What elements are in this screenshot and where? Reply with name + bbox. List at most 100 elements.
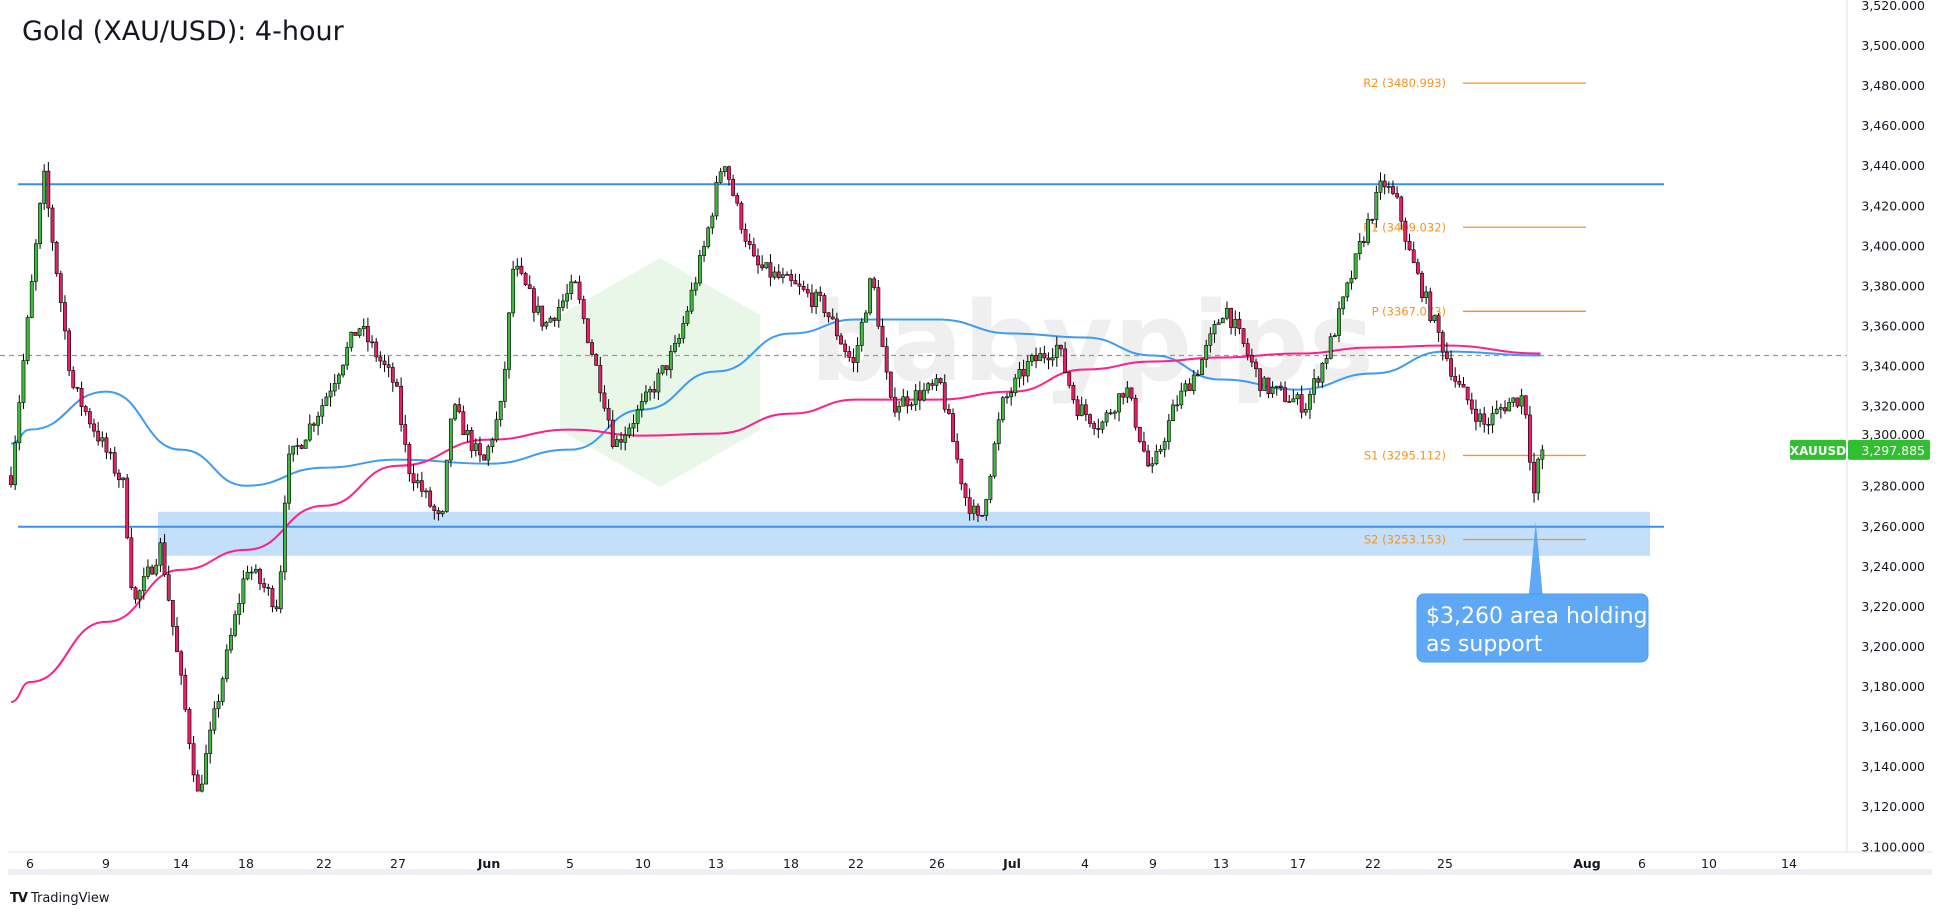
- bearish-candle-body: [880, 325, 885, 347]
- candle: [967, 488, 972, 521]
- bearish-candle-body: [1474, 408, 1478, 422]
- candle: [1216, 319, 1221, 325]
- candle: [839, 332, 843, 345]
- candle: [1515, 397, 1520, 408]
- bullish-candle-body: [448, 418, 453, 461]
- bullish-candle-body: [204, 753, 208, 785]
- candle: [706, 226, 711, 249]
- bullish-candle-body: [13, 442, 18, 486]
- bearish-candle-body: [469, 429, 474, 451]
- candle: [63, 295, 67, 340]
- bearish-candle-body: [46, 170, 51, 209]
- candle: [743, 223, 748, 248]
- candle: [241, 570, 246, 613]
- candle: [598, 356, 603, 402]
- candle: [1283, 381, 1287, 403]
- bullish-candle-body: [677, 337, 682, 344]
- candle: [1079, 396, 1084, 417]
- candle: [104, 432, 109, 460]
- bearish-candle-body: [1370, 219, 1375, 221]
- x-tick-label: 27: [390, 856, 406, 871]
- bullish-candle-body: [1113, 411, 1117, 414]
- candle: [295, 438, 300, 456]
- bearish-candle-body: [382, 360, 387, 365]
- candle: [884, 337, 889, 380]
- bullish-candle-body: [357, 328, 362, 336]
- bearish-candle-body: [436, 510, 441, 515]
- bearish-candle-body: [976, 505, 980, 516]
- bullish-candle-body: [1349, 278, 1354, 284]
- y-tick-label: 3,380.000: [1861, 278, 1925, 293]
- bearish-candle-body: [1407, 240, 1412, 251]
- bearish-candle-body: [1133, 397, 1138, 428]
- bullish-candle-body: [1100, 421, 1105, 430]
- bearish-candle-body: [191, 743, 196, 776]
- bullish-candle-body: [992, 443, 997, 477]
- candle: [639, 393, 644, 418]
- candle: [1453, 367, 1458, 388]
- bearish-candle-body: [1034, 355, 1038, 362]
- bearish-candle-body: [1258, 368, 1263, 391]
- candle: [9, 466, 13, 488]
- candle: [299, 444, 304, 450]
- bearish-candle-body: [805, 289, 810, 294]
- bearish-candle-body: [187, 709, 192, 745]
- candle: [905, 390, 910, 414]
- candle: [399, 377, 404, 432]
- candle: [942, 374, 947, 413]
- candle: [710, 212, 715, 235]
- bullish-candle-body: [21, 360, 26, 403]
- candle: [158, 537, 163, 573]
- bullish-candle-body: [1511, 397, 1516, 403]
- candle: [1100, 420, 1105, 434]
- tradingview-logo[interactable]: TV TradingView: [10, 891, 109, 906]
- pivot-label: S1 (3295.112): [1364, 448, 1446, 462]
- candle: [166, 565, 171, 602]
- bullish-candle-body: [216, 701, 221, 710]
- candle: [930, 379, 935, 391]
- candle: [590, 339, 594, 357]
- bullish-candle-body: [507, 312, 511, 370]
- candle: [888, 371, 893, 400]
- bearish-candle-body: [793, 280, 798, 285]
- bearish-candle-body: [1046, 357, 1051, 361]
- candle: [79, 381, 84, 416]
- bearish-candle-body: [299, 445, 304, 449]
- bullish-candle-body: [1005, 396, 1009, 399]
- candle: [1374, 185, 1379, 228]
- candle: [1245, 338, 1250, 361]
- bearish-candle-body: [1403, 220, 1408, 242]
- candle: [440, 510, 445, 517]
- candle: [183, 668, 188, 713]
- candle: [1171, 399, 1175, 422]
- candle: [1291, 389, 1296, 403]
- bullish-candle-body: [1353, 253, 1358, 279]
- time-axis[interactable]: 6 9 14 18 22 27 Jun 5 10 13 18 22 26 Jul 4 9 13 17 22 25 Aug…: [8, 851, 1932, 875]
- bearish-candle-body: [1420, 272, 1424, 298]
- x-tick-label: Jun: [477, 856, 500, 871]
- bullish-candle-body: [1295, 394, 1300, 400]
- bearish-candle-body: [967, 497, 972, 514]
- candle: [594, 353, 599, 366]
- bearish-candle-body: [839, 335, 843, 345]
- candle: [1005, 392, 1009, 404]
- y-tick-label: 3,480.000: [1861, 78, 1925, 93]
- candle: [453, 402, 457, 422]
- x-tick-label: 18: [238, 856, 254, 871]
- candle: [332, 374, 337, 397]
- candle: [407, 442, 412, 482]
- bearish-candle-body: [1486, 423, 1491, 426]
- bullish-candle-body: [121, 477, 125, 481]
- candle: [1083, 399, 1088, 421]
- price-axis[interactable]: 3,520.000 3,500.000 3,480.000 3,460.000 3,44…: [1846, 0, 1925, 870]
- bearish-candle-body: [523, 273, 528, 286]
- candle: [1328, 333, 1333, 360]
- bearish-candle-body: [573, 281, 578, 284]
- candle: [83, 404, 88, 416]
- candle: [511, 260, 516, 318]
- candle: [569, 274, 574, 300]
- candle: [536, 296, 540, 316]
- bullish-candle-body: [656, 372, 661, 393]
- candle: [1108, 408, 1113, 416]
